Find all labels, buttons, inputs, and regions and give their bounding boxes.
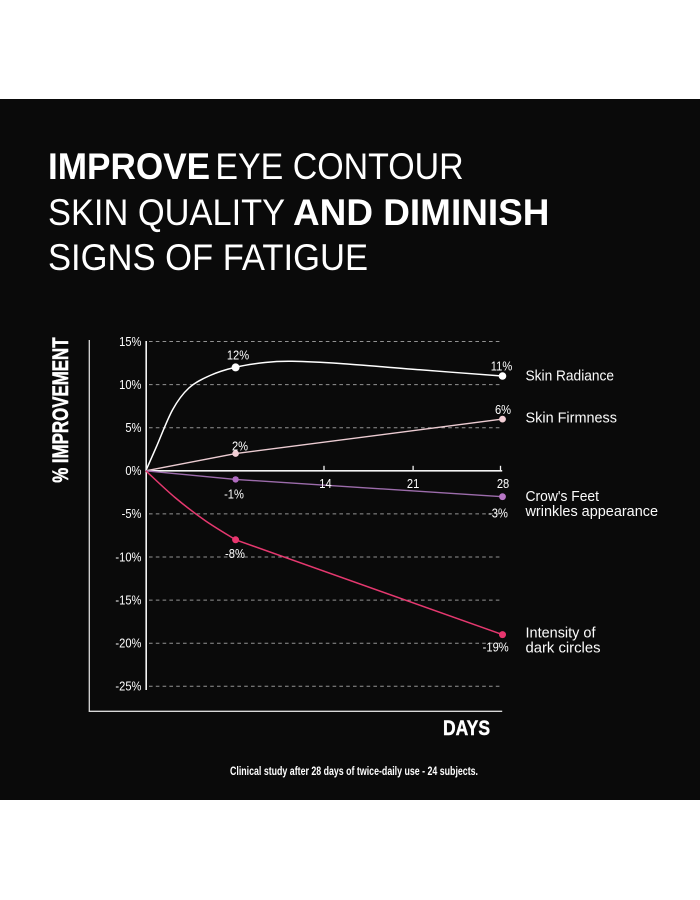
svg-text:2%: 2% <box>232 439 248 454</box>
svg-text:10%: 10% <box>119 377 142 392</box>
svg-text:11%: 11% <box>491 359 513 374</box>
svg-text:15%: 15% <box>119 334 142 349</box>
svg-text:% IMPROVEMENT: % IMPROVEMENT <box>48 337 73 483</box>
svg-text:Clinical study after 28 days o: Clinical study after 28 days of twice-da… <box>230 764 478 778</box>
svg-text:21: 21 <box>407 476 420 491</box>
svg-text:-19%: -19% <box>483 640 509 655</box>
svg-text:dark circles: dark circles <box>526 641 601 657</box>
svg-text:Skin Radiance: Skin Radiance <box>526 369 615 385</box>
svg-text:0%: 0% <box>125 463 141 478</box>
svg-text:-1%: -1% <box>224 487 244 502</box>
svg-text:28: 28 <box>497 476 510 491</box>
svg-text:-8%: -8% <box>225 546 245 561</box>
svg-text:-25%: -25% <box>115 679 141 694</box>
svg-text:-10%: -10% <box>115 550 141 565</box>
svg-text:DAYS: DAYS <box>443 717 490 740</box>
svg-text:Crow's Feet: Crow's Feet <box>526 489 600 505</box>
svg-text:Skin Firmness: Skin Firmness <box>526 411 618 427</box>
svg-text:-5%: -5% <box>122 507 142 522</box>
svg-text:-20%: -20% <box>115 636 141 651</box>
svg-text:-15%: -15% <box>115 593 141 608</box>
svg-text:5%: 5% <box>125 420 141 435</box>
svg-text:wrinkles appearance: wrinkles appearance <box>524 504 658 520</box>
svg-text:6%: 6% <box>495 402 511 417</box>
svg-text:14: 14 <box>319 476 332 491</box>
svg-text:12%: 12% <box>227 348 250 363</box>
svg-text:-3%: -3% <box>488 506 508 521</box>
svg-text:Intensity of: Intensity of <box>526 626 597 642</box>
